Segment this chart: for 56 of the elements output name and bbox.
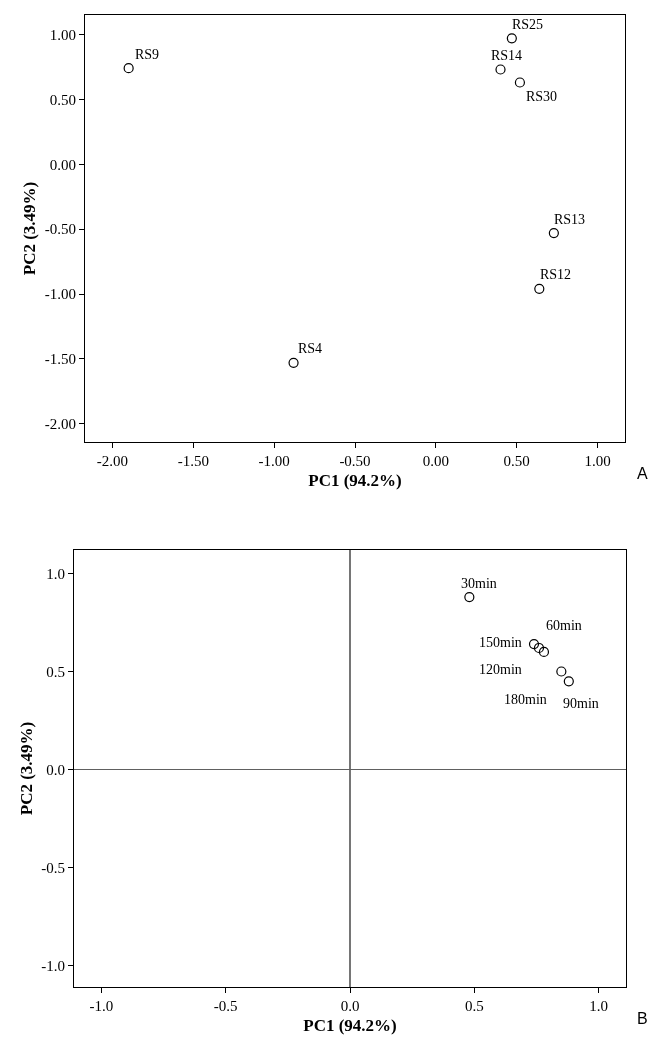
- x-tick-label: -1.0: [89, 998, 114, 1014]
- x-tick-label: -1.00: [258, 453, 290, 469]
- annotation: RS4: [298, 341, 323, 356]
- point: [538, 646, 550, 657]
- annotation: 90min: [563, 696, 599, 711]
- point: [506, 33, 517, 44]
- y-tick-label: 0.00: [49, 156, 76, 173]
- x-axis-title: PC1 (94.2%): [308, 471, 402, 491]
- annotation: 60min: [546, 618, 582, 633]
- point: [534, 283, 545, 294]
- annotation: RS13: [554, 212, 586, 227]
- annotation: RS25: [512, 17, 544, 32]
- point: [464, 591, 475, 603]
- y-tick-label: 0.0: [46, 761, 65, 778]
- annotation: RS30: [526, 89, 558, 104]
- annotation: 180min: [504, 692, 547, 707]
- point: [528, 638, 540, 650]
- text: A: [637, 465, 648, 482]
- annotation: RS14: [491, 48, 523, 63]
- x-tick-label: -1.50: [177, 453, 209, 469]
- annotation: RS12: [540, 267, 572, 282]
- y-tick-label: -2.00: [44, 416, 76, 433]
- y-axis-title: PC2 (3.49%): [20, 181, 40, 276]
- x-tick-label: 0.5: [464, 998, 484, 1014]
- point: [563, 676, 574, 687]
- text: B: [637, 1010, 648, 1027]
- x-tick-label: -2.00: [96, 453, 129, 469]
- x-tick-label: 1.0: [589, 998, 609, 1014]
- x-tick-label: 0.00: [422, 453, 449, 469]
- y-tick-label: -1.0: [41, 957, 65, 974]
- point: [548, 227, 559, 239]
- y-tick-label: -0.50: [44, 221, 76, 238]
- annotation: 120min: [479, 662, 522, 677]
- point: [123, 63, 134, 74]
- x-tick-label: -0.5: [213, 998, 238, 1014]
- x-tick-label: 0.50: [503, 453, 530, 469]
- point: [495, 64, 506, 75]
- x-tick-label: 0.0: [340, 998, 360, 1014]
- annotation: 30min: [461, 576, 497, 591]
- y-axis-title: PC2 (3.49%): [16, 721, 36, 816]
- y-tick-label: 0.50: [49, 91, 76, 108]
- x-tick-label: -0.50: [339, 453, 371, 469]
- point: [288, 357, 299, 368]
- y-tick-label: -0.5: [41, 859, 65, 876]
- y-tick-label: 1.00: [49, 26, 76, 43]
- annotation: 150min: [479, 635, 522, 650]
- point: [556, 666, 567, 677]
- y-tick-label: -1.50: [44, 351, 76, 368]
- x-axis-title: PC1 (94.2%): [303, 1016, 397, 1036]
- point: [514, 77, 526, 88]
- annotation: RS9: [135, 47, 160, 62]
- y-tick-label: -1.00: [44, 286, 76, 303]
- y-tick-label: 0.5: [46, 663, 65, 680]
- point: [533, 642, 545, 654]
- x-tick-label: 1.00: [584, 453, 611, 469]
- y-tick-label: 1.0: [46, 565, 65, 582]
